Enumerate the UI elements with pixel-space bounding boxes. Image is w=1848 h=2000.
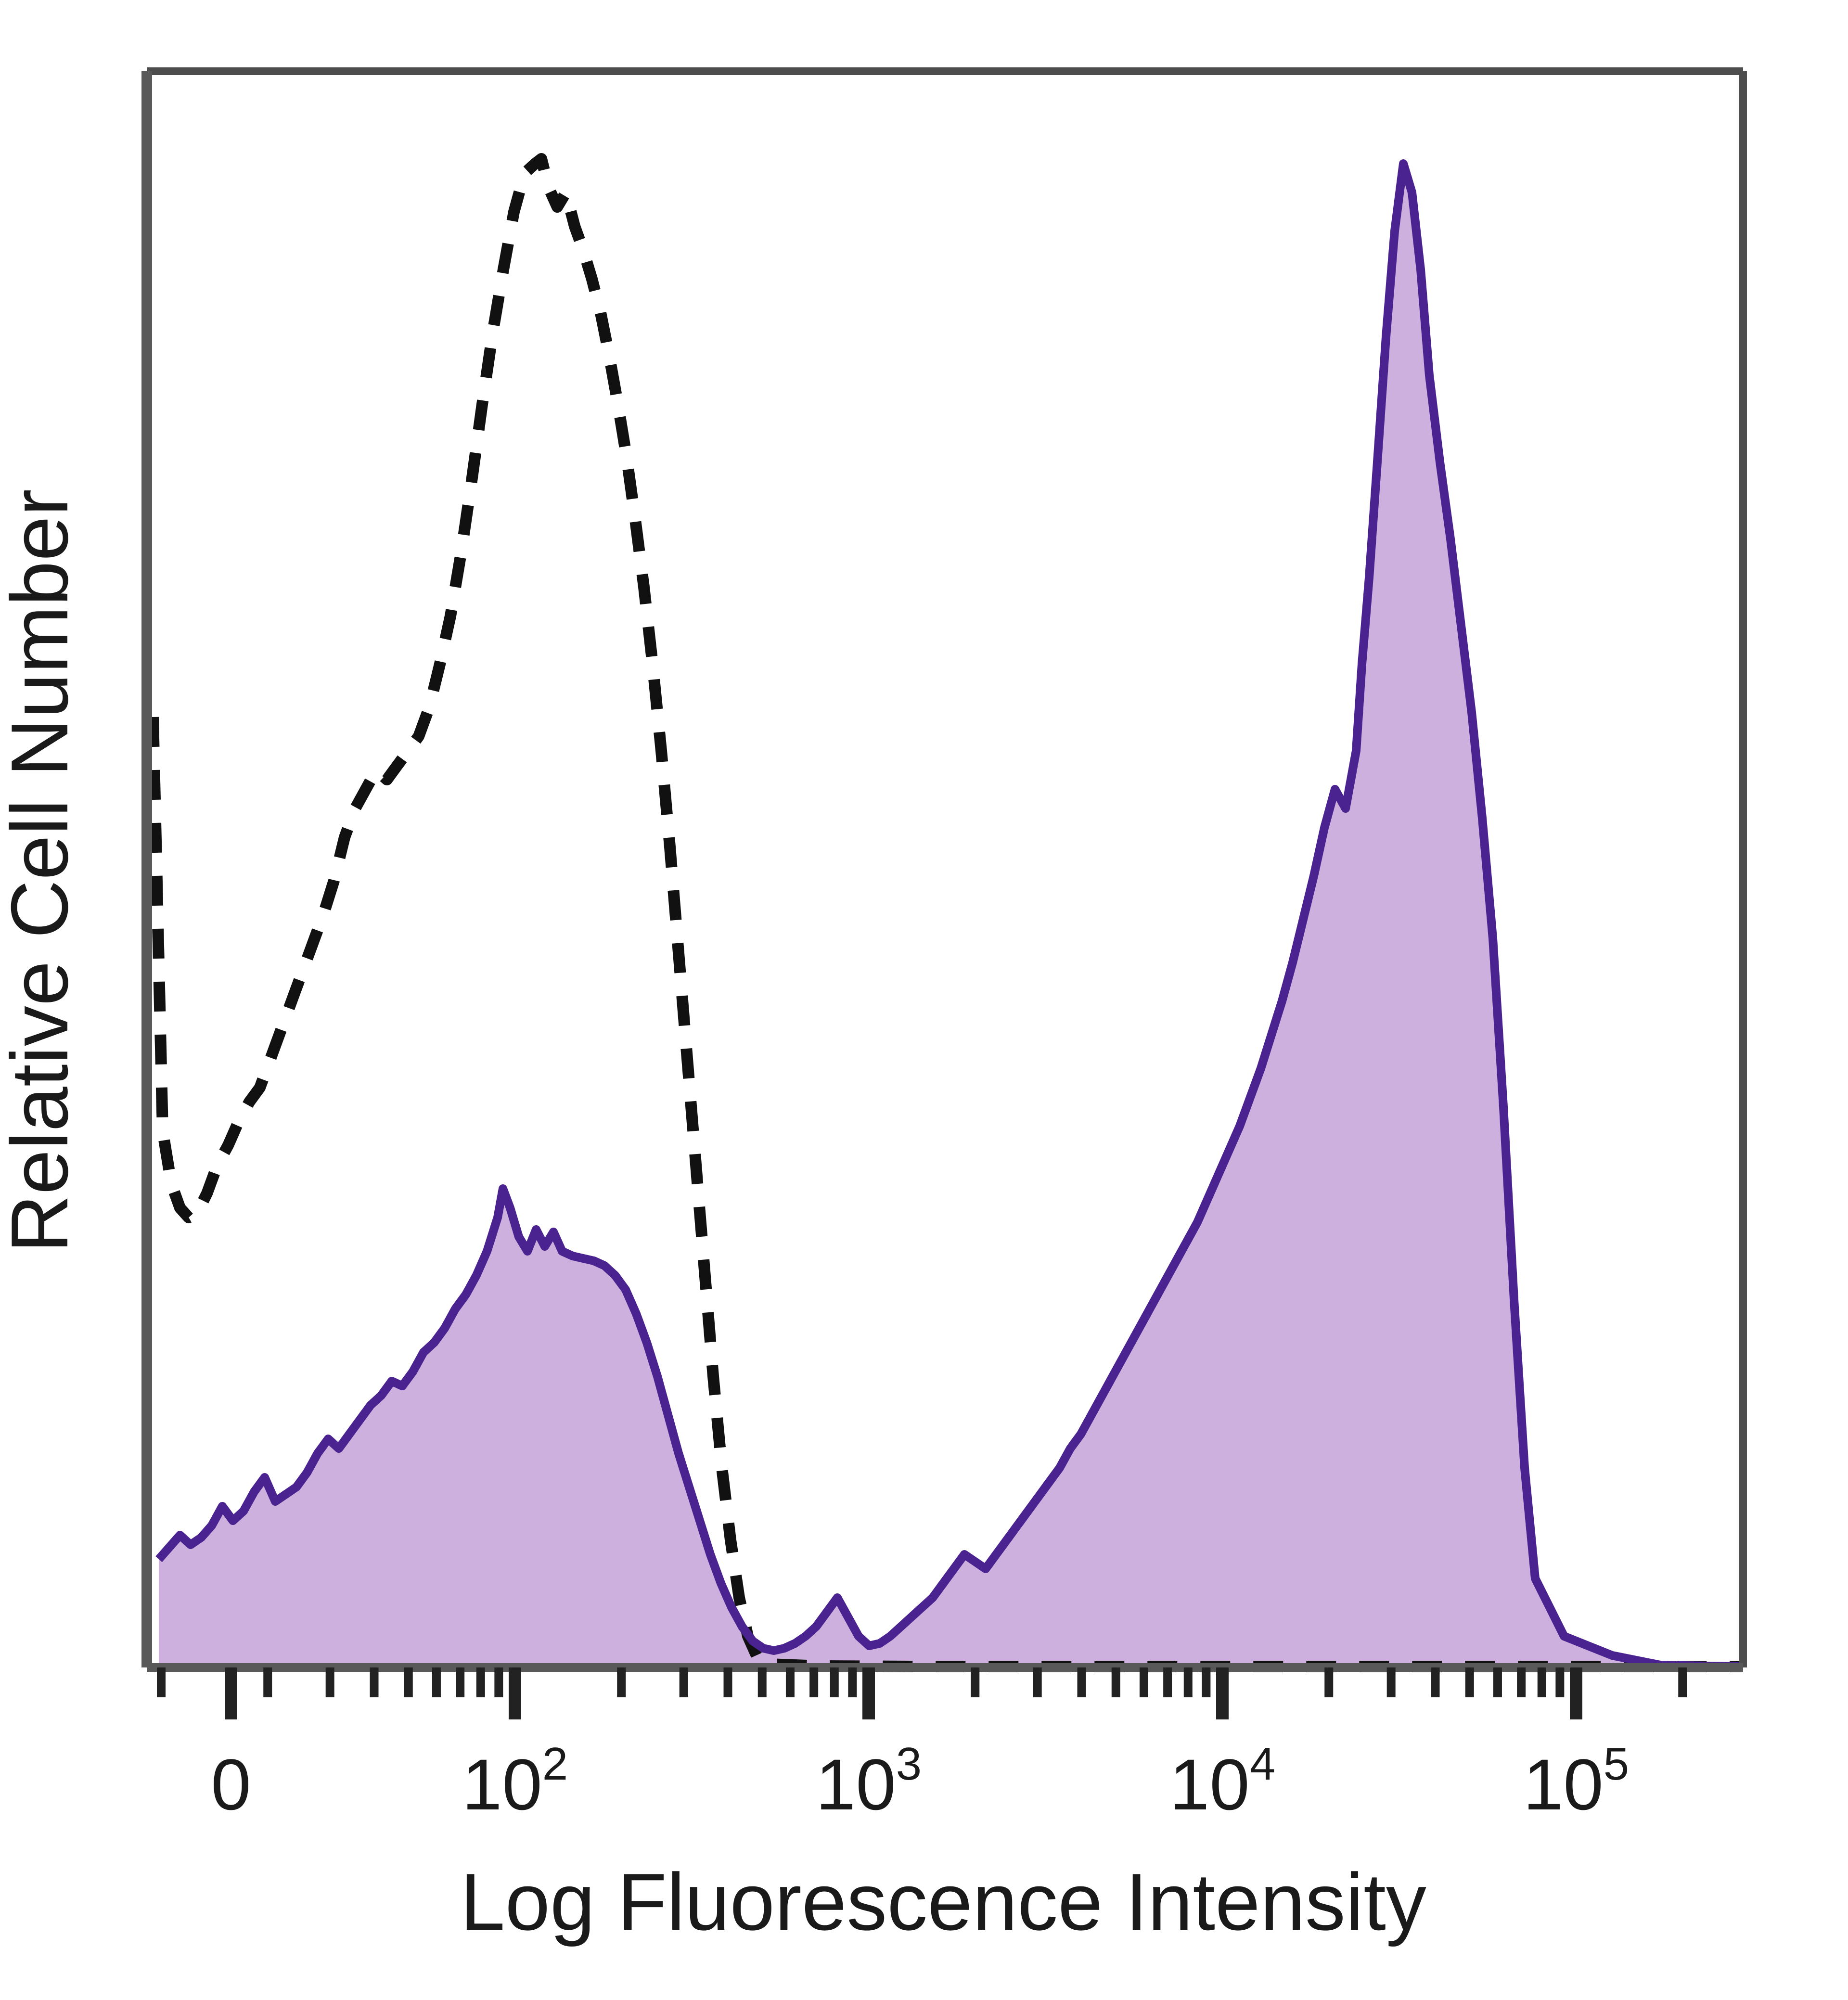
x-axis-ticks xyxy=(157,1667,1687,1719)
x-axis-tick-label: 105 xyxy=(1523,1738,1629,1825)
x-axis-tick-labels: 0 102 103 104 105 xyxy=(211,1738,1629,1825)
y-axis-title: Relative Cell Number xyxy=(0,489,85,1253)
x-axis-title: Log Fluorescence Intensity xyxy=(460,1857,1426,1947)
x-axis-tick-label: 0 xyxy=(211,1744,251,1825)
stained-sample-line xyxy=(155,159,1743,1671)
stained-sample-fill xyxy=(159,164,1742,1667)
x-axis-tick-label: 102 xyxy=(462,1738,568,1825)
x-axis-tick-label: 104 xyxy=(1169,1738,1275,1825)
plot-frame xyxy=(141,67,1747,1672)
x-axis-tick-label: 103 xyxy=(816,1738,922,1825)
control-isotype-line xyxy=(147,153,1742,1672)
